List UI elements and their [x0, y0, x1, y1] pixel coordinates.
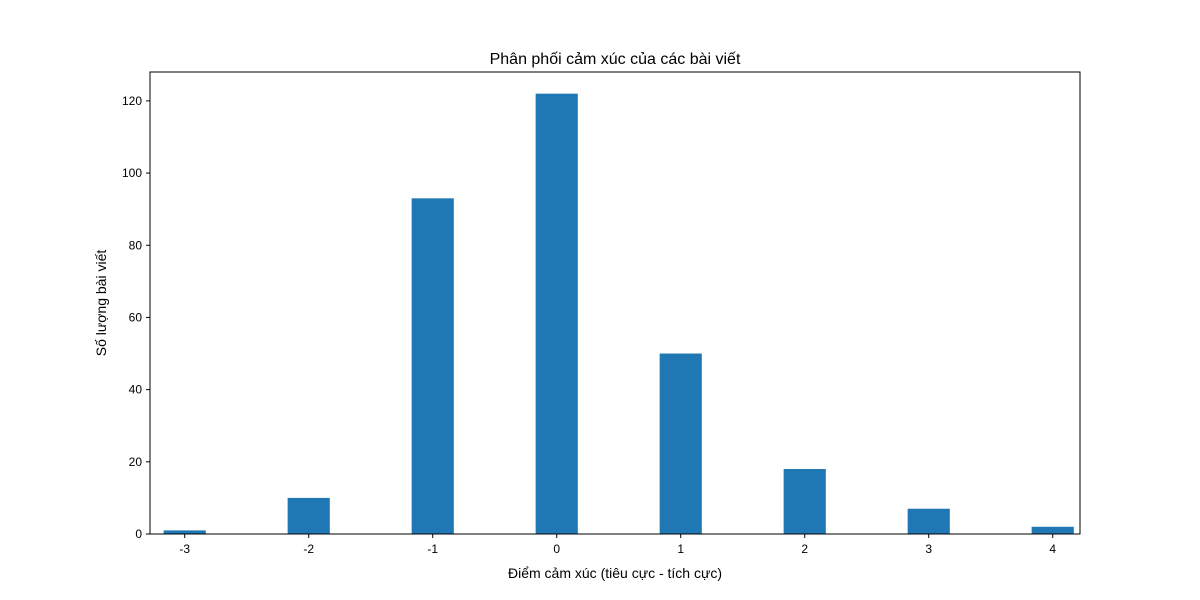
y-tick-label: 40 — [129, 383, 143, 397]
x-axis-label: Điểm cảm xúc (tiêu cực - tích cực) — [508, 565, 722, 581]
bar-0 — [535, 93, 578, 534]
y-tick-label: 60 — [129, 310, 143, 324]
y-axis-ticks: 0 20 40 60 80 100 120 — [122, 94, 150, 541]
x-tick-label: 4 — [1049, 542, 1056, 556]
bar--2 — [287, 497, 330, 534]
x-tick-label: -1 — [427, 542, 438, 556]
bar-3 — [907, 508, 950, 534]
plot-area-frame — [149, 71, 1081, 535]
x-tick-label: 0 — [553, 542, 560, 556]
bar--1 — [411, 198, 454, 534]
y-axis-label: Số lượng bài viết — [93, 250, 109, 357]
y-tick-label: 20 — [129, 455, 143, 469]
bar--3 — [163, 530, 206, 534]
x-tick-label: -3 — [179, 542, 190, 556]
x-tick-label: 3 — [925, 542, 932, 556]
y-tick-label: 0 — [135, 527, 142, 541]
bar-1 — [659, 353, 702, 534]
x-tick-label: 2 — [801, 542, 808, 556]
bar-2 — [783, 469, 826, 534]
y-tick-label: 100 — [122, 166, 142, 180]
chart-title: Phân phối cảm xúc của các bài viết — [490, 51, 741, 68]
y-tick-label: 120 — [122, 94, 142, 108]
y-tick-label: 80 — [129, 238, 143, 252]
bars-layer — [163, 93, 1074, 534]
x-tick-label: -2 — [303, 542, 314, 556]
x-axis-ticks: -3 -2 -1 0 1 2 3 4 — [179, 534, 1056, 556]
x-tick-label: 1 — [677, 542, 684, 556]
bar-4 — [1031, 526, 1074, 534]
